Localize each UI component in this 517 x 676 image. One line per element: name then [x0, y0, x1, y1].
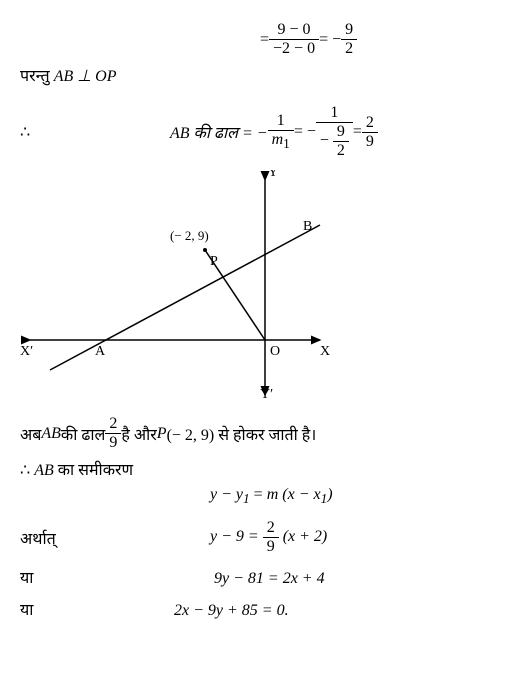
- point-p-label: P: [210, 254, 218, 269]
- text-line-3: अब AB की ढाल 2 9 है और P (− 2, 9) से होक…: [20, 415, 497, 452]
- math-var: AB: [41, 425, 61, 443]
- fraction-4: 1 − 92: [316, 104, 353, 160]
- math-expr: AB ⊥ OP: [54, 68, 117, 85]
- fraction-7: 2 9: [263, 519, 279, 556]
- hindi-text: है और: [121, 423, 156, 445]
- frac-num: 1: [316, 104, 353, 123]
- eq-text: =: [353, 123, 362, 141]
- fraction-1: 9 − 0 −2 − 0: [269, 21, 319, 58]
- frac-den: 2: [341, 40, 357, 58]
- axis-y-label: Y: [268, 170, 278, 180]
- therefore: ∴: [20, 462, 34, 479]
- frac-num: 2: [263, 519, 279, 538]
- fraction-3: 1 m1: [268, 112, 294, 152]
- frac-den: 9: [105, 434, 121, 452]
- eq-text: = −: [294, 123, 316, 141]
- hindi-text: परन्तु: [20, 68, 54, 85]
- label-arthat: अर्थात्: [20, 527, 90, 549]
- hindi-text: की ढाल: [61, 423, 105, 445]
- frac-num: 9: [341, 21, 357, 40]
- hindi-text: का समीकरण: [58, 462, 133, 479]
- fraction-6: 2 9: [105, 415, 121, 452]
- text-line-4: ∴ AB का समीकरण: [20, 458, 497, 480]
- point-b-label: B: [303, 219, 312, 234]
- equation-4: अर्थात् y − 9 = 2 9 (x + 2): [20, 519, 497, 556]
- slope-label: AB की ढाल = −: [170, 121, 268, 143]
- eq-expr: 2x − 9y + 85 = 0.: [174, 602, 289, 620]
- point-a-label: A: [95, 344, 106, 359]
- coordinate-diagram: Y Y′ X X′ O A B P (− 2, 9): [20, 170, 497, 400]
- hindi-text: अब: [20, 423, 41, 445]
- frac-den: − 92: [316, 123, 353, 160]
- math-var: m: [267, 486, 279, 503]
- equation-2: ∴ AB की ढाल = − 1 m1 = − 1 − 92 = 2 9: [20, 104, 497, 160]
- eq-sign: =: [260, 31, 269, 49]
- frac-den: 9: [263, 538, 279, 556]
- label-ya: या: [20, 566, 90, 588]
- axis-yprime-label: Y′: [260, 387, 273, 400]
- eq-expr: 9y − 81 = 2x + 4: [214, 570, 325, 588]
- frac-den: −2 − 0: [269, 40, 319, 58]
- fraction-5: 2 9: [362, 114, 378, 151]
- equation-5: या 9y − 81 = 2x + 4: [20, 566, 497, 588]
- frac-num: 2: [105, 415, 121, 434]
- equation-1: = 9 − 0 −2 − 0 = − 9 2: [260, 21, 497, 58]
- origin-label: O: [270, 344, 280, 359]
- point-p-coords: (− 2, 9): [170, 228, 209, 243]
- fraction-2: 9 2: [341, 21, 357, 58]
- text-line-perp: परन्तु AB ⊥ OP: [20, 64, 497, 86]
- label-ya: या: [20, 598, 90, 620]
- eq-lhs: y − 9 =: [210, 528, 263, 545]
- frac-den: 9: [362, 133, 378, 151]
- equation-6: या 2x − 9y + 85 = 0.: [20, 598, 497, 620]
- frac-num: 2: [362, 114, 378, 133]
- frac-num: 1: [268, 112, 294, 131]
- eq-rhs: (x + 2): [283, 528, 328, 545]
- frac-num: 9 − 0: [269, 21, 319, 40]
- frac-den: m1: [268, 131, 294, 152]
- eq-sign: =: [254, 486, 267, 503]
- eq-text: = −: [319, 31, 341, 49]
- hindi-text: (− 2, 9) से होकर जाती है।: [167, 423, 317, 445]
- eq-rhs: (x − x1): [282, 486, 332, 503]
- therefore: ∴: [20, 122, 60, 142]
- eq-lhs: y − y1: [210, 486, 250, 503]
- axis-x-label: X: [320, 344, 330, 359]
- axis-xprime-label: X′: [20, 344, 33, 359]
- math-var: P: [157, 425, 167, 443]
- equation-3: y − y1 = m (x − x1): [210, 486, 497, 507]
- math-var: AB: [34, 462, 54, 479]
